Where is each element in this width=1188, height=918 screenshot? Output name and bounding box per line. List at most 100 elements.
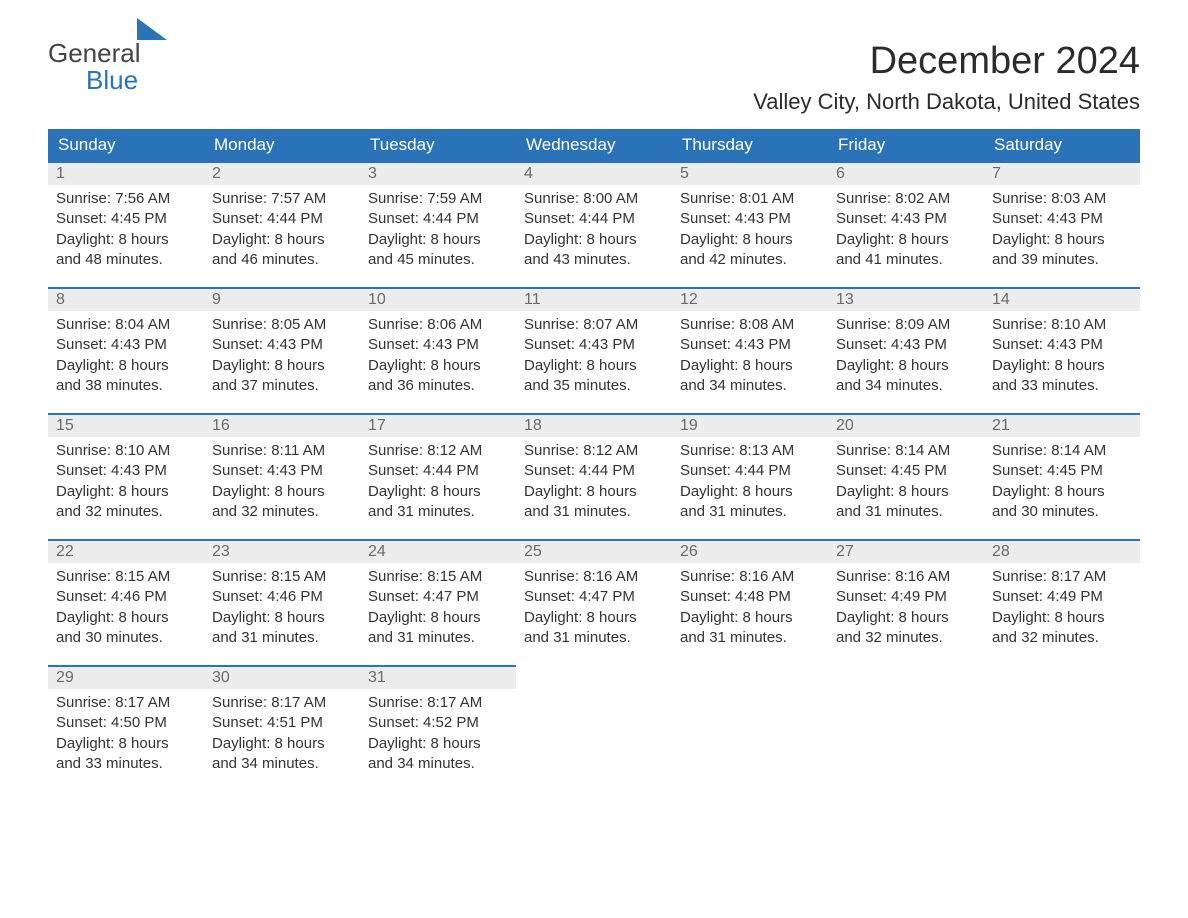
day-detail: Sunrise: 8:10 AM Sunset: 4:43 PM Daylight:… [48, 437, 204, 522]
day-of-week-header: Friday [828, 129, 984, 162]
sunset-label: Sunset: [368, 714, 419, 731]
daylight-value-2: and 34 minutes. [368, 755, 475, 772]
day-of-week-header: Tuesday [360, 129, 516, 162]
sunset-label: Sunset: [836, 336, 887, 353]
sunrise-label: Sunrise: [368, 568, 423, 585]
sunset-value: 4:50 PM [111, 714, 167, 731]
daylight-label: Daylight: [212, 231, 270, 248]
sunset-label: Sunset: [680, 462, 731, 479]
daylight-label: Daylight: [56, 483, 114, 500]
sunset-value: 4:43 PM [579, 336, 635, 353]
title-block: December 2024 Valley City, North Dakota,… [753, 40, 1140, 129]
sunrise-label: Sunrise: [56, 316, 111, 333]
daylight-label: Daylight: [368, 231, 426, 248]
sunrise-label: Sunrise: [680, 190, 735, 207]
daylight-value-2: and 39 minutes. [992, 251, 1099, 268]
day-detail: Sunrise: 8:17 AMSunset: 4:49 PMDaylight:… [984, 563, 1140, 648]
sunrise-label: Sunrise: [56, 568, 111, 585]
sunrise-label: Sunrise: [836, 316, 891, 333]
sunrise-value: 8:13 AM [739, 442, 794, 459]
daylight-label: Daylight: [56, 231, 114, 248]
daylight-value-1: 8 hours [899, 231, 949, 248]
sunset-value: 4:43 PM [111, 462, 167, 479]
day-number-row: 1234567 [48, 162, 1140, 185]
sunrise-label: Sunrise: [524, 190, 579, 207]
daylight-value-1: 8 hours [743, 483, 793, 500]
sunrise-label: Sunrise: [212, 316, 267, 333]
sunrise-value: 7:57 AM [271, 190, 326, 207]
day-number-row: 22232425262728 [48, 540, 1140, 563]
daylight-label: Daylight: [56, 735, 114, 752]
sunrise-value: 8:12 AM [427, 442, 482, 459]
month-title: December 2024 [753, 40, 1140, 83]
daylight-value-2: and 31 minutes. [680, 629, 787, 646]
sunset-value: 4:49 PM [1047, 588, 1103, 605]
sunrise-value: 8:15 AM [271, 568, 326, 585]
daylight-label: Daylight: [368, 357, 426, 374]
daylight-value-1: 8 hours [743, 231, 793, 248]
day-number: 10 [360, 288, 516, 311]
empty-cell [516, 689, 672, 774]
day-number-row: 891011121314 [48, 288, 1140, 311]
day-number: 9 [204, 288, 360, 311]
daylight-value-1: 8 hours [431, 609, 481, 626]
sunrise-value: 8:00 AM [583, 190, 638, 207]
day-number-row: 293031 [48, 666, 1140, 689]
day-number: 17 [360, 414, 516, 437]
sunrise-label: Sunrise: [524, 316, 579, 333]
sunset-value: 4:45 PM [1047, 462, 1103, 479]
daylight-value-1: 8 hours [1055, 231, 1105, 248]
sunset-label: Sunset: [212, 588, 263, 605]
sunrise-value: 8:17 AM [115, 694, 170, 711]
daylight-label: Daylight: [992, 231, 1050, 248]
sunset-label: Sunset: [680, 210, 731, 227]
sunrise-label: Sunrise: [212, 442, 267, 459]
day-number: 1 [48, 162, 204, 185]
day-number: 11 [516, 288, 672, 311]
empty-cell [516, 666, 672, 689]
sunset-label: Sunset: [56, 462, 107, 479]
day-number: 6 [828, 162, 984, 185]
daylight-label: Daylight: [524, 483, 582, 500]
sunset-value: 4:48 PM [735, 588, 791, 605]
sunset-label: Sunset: [368, 210, 419, 227]
sunrise-label: Sunrise: [992, 442, 1047, 459]
sunset-label: Sunset: [836, 588, 887, 605]
daylight-value-2: and 33 minutes. [56, 755, 163, 772]
daylight-value-1: 8 hours [899, 357, 949, 374]
day-detail: Sunrise: 8:04 AMSunset: 4:43 PMDaylight:… [48, 311, 204, 396]
sunset-label: Sunset: [524, 210, 575, 227]
sunset-value: 4:43 PM [111, 336, 167, 353]
sunrise-value: 8:10 AM [115, 442, 170, 459]
sunset-value: 4:44 PM [735, 462, 791, 479]
sunrise-value: 8:10 AM [1051, 316, 1106, 333]
day-of-week-header: Wednesday [516, 129, 672, 162]
daylight-label: Daylight: [836, 231, 894, 248]
daylight-label: Daylight: [680, 357, 738, 374]
sunrise-value: 8:02 AM [895, 190, 950, 207]
day-number: 24 [360, 540, 516, 563]
daylight-label: Daylight: [524, 609, 582, 626]
day-of-week-header: Monday [204, 129, 360, 162]
day-detail: Sunrise: 8:01 AMSunset: 4:43 PMDaylight:… [672, 185, 828, 270]
sunset-label: Sunset: [56, 336, 107, 353]
day-detail-row: Sunrise: 8:10 AM Sunset: 4:43 PM Daylight:… [48, 437, 1140, 522]
day-detail: Sunrise: 8:05 AMSunset: 4:43 PMDaylight:… [204, 311, 360, 396]
sunset-label: Sunset: [368, 336, 419, 353]
sunrise-value: 8:05 AM [271, 316, 326, 333]
day-detail: Sunrise: 8:00 AMSunset: 4:44 PMDaylight:… [516, 185, 672, 270]
sunrise-label: Sunrise: [56, 442, 111, 459]
day-detail: Sunrise: 8:07 AMSunset: 4:43 PMDaylight:… [516, 311, 672, 396]
empty-cell [984, 689, 1140, 774]
daylight-label: Daylight: [524, 231, 582, 248]
daylight-value-2: and 38 minutes. [56, 377, 163, 394]
day-detail: Sunrise: 8:12 AMSunset: 4:44 PMDaylight:… [360, 437, 516, 522]
week-spacer [48, 522, 1140, 540]
day-detail: Sunrise: 7:57 AMSunset: 4:44 PMDaylight:… [204, 185, 360, 270]
sunrise-label: Sunrise: [680, 568, 735, 585]
sunset-label: Sunset: [56, 714, 107, 731]
sunset-value: 4:44 PM [579, 462, 635, 479]
day-detail: Sunrise: 8:12 AMSunset: 4:44 PMDaylight:… [516, 437, 672, 522]
day-detail: Sunrise: 8:15 AMSunset: 4:47 PMDaylight:… [360, 563, 516, 648]
day-detail: Sunrise: 8:11 AMSunset: 4:43 PMDaylight:… [204, 437, 360, 522]
